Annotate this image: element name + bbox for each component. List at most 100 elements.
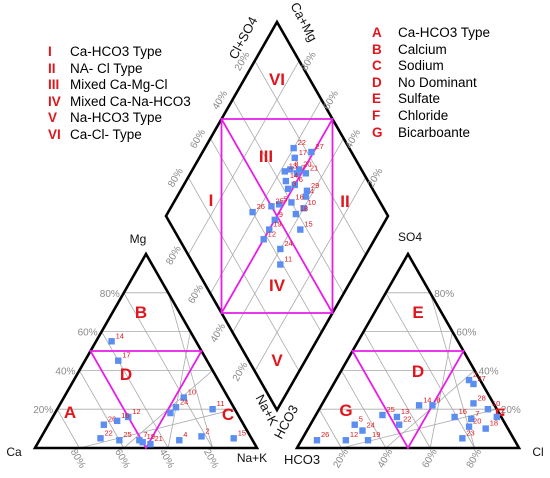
sample-label: 24	[366, 421, 374, 430]
tick-label: 60%	[456, 328, 476, 339]
sample-marker	[459, 435, 466, 442]
legend-code: E	[372, 91, 382, 107]
sample-marker	[277, 245, 284, 253]
sample-label: 4	[183, 430, 187, 439]
sample-marker	[282, 177, 290, 185]
sample-marker	[297, 226, 304, 233]
tick-label: 80%	[68, 447, 88, 470]
sample-label: 25	[275, 196, 283, 205]
sample-marker	[482, 425, 489, 432]
sample-label: 19	[372, 430, 380, 439]
sample-marker	[415, 402, 423, 409]
sample-marker	[281, 168, 288, 175]
sample-marker	[296, 166, 303, 173]
water-type-legend: I Ca-HCO3 Type II NA- Cl Type III Mixed Ca-…	[48, 44, 191, 144]
legend-label: Sulfate	[398, 91, 441, 107]
sample-label: 12	[268, 229, 276, 238]
sample-marker	[266, 226, 273, 233]
sample-label: 14	[290, 171, 298, 180]
sample-marker	[493, 413, 500, 421]
sample-label: 16	[459, 407, 467, 416]
sample-marker	[167, 409, 174, 417]
sample-label: 27	[477, 374, 485, 383]
sample-marker	[97, 435, 104, 442]
grid-line	[123, 292, 213, 449]
sample-marker	[291, 181, 298, 189]
sample-label: 8	[294, 159, 298, 168]
legend-item: E Sulfate	[372, 91, 490, 108]
sample-marker	[300, 205, 307, 212]
sample-label: 8	[436, 395, 440, 404]
legend-code: I	[48, 44, 52, 59]
legend-code: G	[372, 124, 383, 140]
diamond-zone-label: IV	[269, 276, 286, 295]
sample-marker	[468, 415, 475, 423]
sample-marker	[291, 154, 298, 161]
legend-label: Ca-Cl- Type	[70, 126, 142, 142]
anion-zone-label: D	[412, 362, 424, 381]
sample-label: 12	[132, 407, 140, 416]
sample-label: 17	[122, 351, 130, 360]
legend-label: Ca-HCO3 Type	[398, 25, 491, 40]
diamond-zone-label: VI	[269, 70, 285, 89]
tick-label: 20%	[201, 447, 221, 470]
corner-label-mg: Mg	[130, 232, 147, 246]
tick-label: 40%	[376, 447, 396, 470]
corner-label-hco3: HCO3	[284, 452, 320, 467]
sample-marker	[271, 216, 278, 224]
sample-marker	[147, 440, 154, 448]
corner-label-na-k: Na+K	[237, 451, 267, 465]
sample-marker	[125, 413, 132, 421]
corner-label-cl: Cl	[532, 445, 543, 459]
sample-marker	[342, 437, 350, 444]
sample-label: 17	[299, 148, 307, 157]
sample-label: 19	[147, 432, 155, 441]
sample-marker	[198, 433, 205, 440]
legend-label: Mixed Ca-Na-HCO3	[70, 93, 191, 109]
sample-label: 21	[310, 163, 318, 172]
legend-label: Mixed Ca-Mg-Cl	[70, 77, 168, 93]
sample-label: 21	[154, 434, 162, 443]
sample-marker	[230, 435, 237, 442]
diamond-zone-label: I	[209, 191, 214, 210]
legend-code: D	[372, 74, 382, 90]
sample-label: 10	[308, 198, 316, 207]
legend-label: NA- Cl Type	[70, 60, 143, 76]
sample-marker	[293, 170, 301, 177]
sample-label: 13	[401, 407, 409, 416]
cation-zone-boundary	[88, 350, 204, 450]
sample-label: 2	[473, 370, 477, 379]
sample-marker	[176, 437, 183, 444]
sample-label: 7	[475, 409, 479, 418]
sample-label: 14	[423, 395, 431, 404]
legend-code: VI	[48, 126, 61, 142]
sample-label: 11	[284, 255, 292, 264]
tick-label: 40%	[344, 128, 364, 151]
cation-zone-label: C	[222, 405, 234, 424]
tick-label: 20%	[331, 447, 351, 470]
legend-item: A Ca-HCO3 Type	[372, 25, 490, 42]
sample-label: 16	[121, 411, 129, 420]
sample-label: 11	[217, 399, 225, 408]
sample-label: 7	[301, 163, 305, 172]
legend-label: Bicarboante	[398, 124, 471, 140]
sample-marker	[113, 417, 121, 425]
tick-label: 80%	[434, 289, 454, 300]
anion-zone-label: E	[412, 303, 423, 322]
tick-label: 40%	[55, 366, 75, 377]
sample-label: 24	[284, 239, 292, 248]
sample-marker	[139, 438, 146, 446]
tick-label: 20%	[33, 405, 53, 416]
legend-item: V Na-HCO3 Type	[48, 110, 191, 127]
sample-label: 26	[257, 202, 265, 211]
sample-marker	[302, 170, 310, 177]
legend-item: III Mixed Ca-Mg-Cl	[48, 77, 191, 94]
tick-label: 60%	[321, 89, 341, 112]
sample-label: 12	[350, 430, 358, 439]
legend-label: Chloride	[398, 107, 449, 123]
sample-marker	[100, 421, 108, 428]
sample-label: 26	[108, 415, 116, 424]
sample-marker	[313, 437, 321, 444]
tick-label: 80%	[465, 447, 485, 470]
